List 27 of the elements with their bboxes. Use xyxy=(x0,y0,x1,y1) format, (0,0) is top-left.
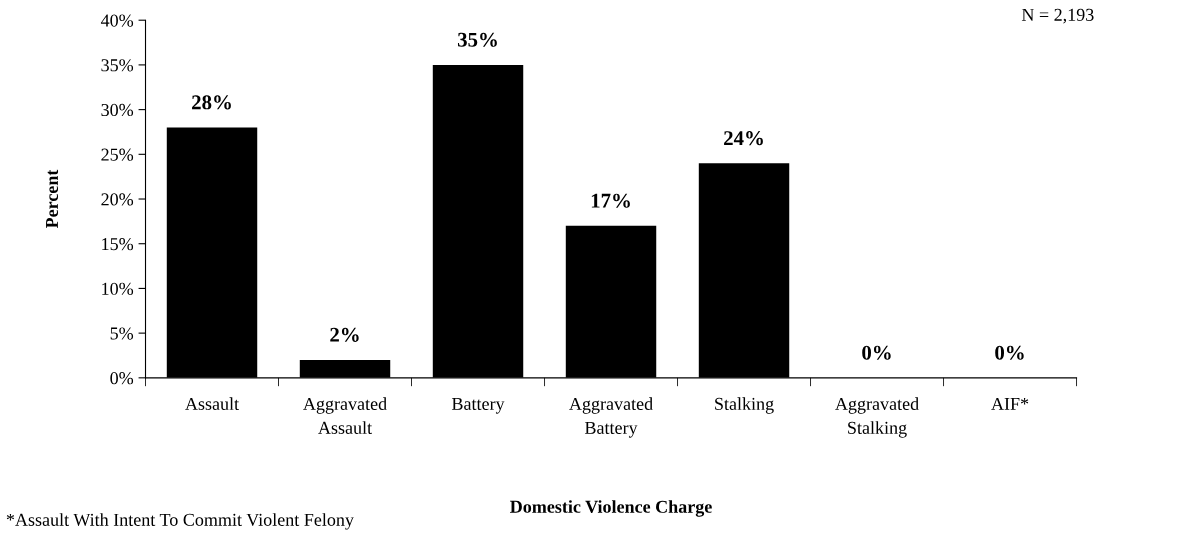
annotation: N = 2,193 xyxy=(1021,8,1094,24)
data-label: 0% xyxy=(862,345,891,360)
y-tick-label: 25% xyxy=(101,148,134,161)
data-label: 0% xyxy=(995,345,1024,360)
x-tick-label: Aggravated Stalking xyxy=(835,397,919,438)
data-label: 28% xyxy=(192,95,231,110)
y-axis-title: Percent xyxy=(46,169,59,229)
data-label: 35% xyxy=(457,32,497,47)
y-tick-label: 10% xyxy=(102,282,134,295)
x-tick-label: Battery xyxy=(451,397,505,414)
y-tick-label: 35% xyxy=(101,59,134,72)
y-tick-label: 0% xyxy=(110,372,134,385)
x-tick-label: Stalking xyxy=(715,397,774,414)
x-tick-label: Aggravated Battery xyxy=(569,397,653,438)
y-tick-label: 30% xyxy=(101,103,134,117)
x-tick-label: AIF* xyxy=(991,397,1029,410)
data-label: 2% xyxy=(330,327,359,342)
y-tick-label: 15% xyxy=(102,237,134,251)
x-axis-title: Domestic Violence Charge xyxy=(510,500,712,517)
data-label: 24% xyxy=(724,131,763,146)
y-tick-label: 20% xyxy=(101,193,134,206)
x-tick-label: Assault xyxy=(185,397,239,410)
y-tick-label: 5% xyxy=(110,327,134,340)
x-tick-label: Aggravated Assault xyxy=(303,397,387,434)
y-tick-label: 40% xyxy=(100,14,134,27)
data-label: 17% xyxy=(591,193,630,208)
text: *Assault With Intent To Commit Violent Felony xyxy=(6,513,354,530)
